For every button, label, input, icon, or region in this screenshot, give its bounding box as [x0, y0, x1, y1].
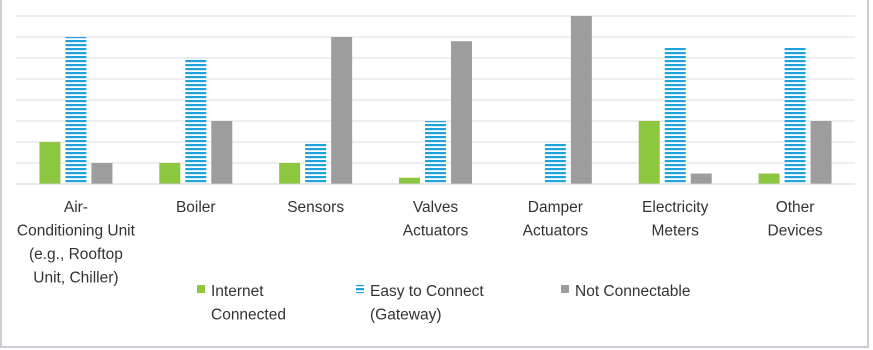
bar: [570, 16, 592, 184]
bar: [305, 142, 327, 184]
bar: [664, 47, 686, 184]
legend-label: Not Connectable: [575, 283, 690, 300]
legend-item: Easy to Connect (Gateway): [356, 283, 484, 324]
bar: [451, 41, 472, 185]
legend-swatch: [356, 285, 364, 293]
legend-item: Not Connectable: [561, 283, 690, 300]
gridlines: [16, 15, 855, 164]
bar: [331, 37, 353, 184]
bar: [638, 121, 660, 184]
bar: [810, 121, 832, 184]
legend-label: Easy to Connect (Gateway): [370, 283, 484, 324]
bar: [399, 177, 420, 184]
legend: Internet Connected Easy to Connect (Gateway…: [197, 283, 690, 324]
bar: [279, 163, 301, 184]
x-tick-label: Sensors: [287, 199, 344, 216]
bar: [211, 121, 233, 184]
x-tick-label: Valves Actuators: [403, 199, 469, 240]
bar: [758, 173, 780, 184]
bars: [39, 16, 832, 185]
bar: [159, 163, 181, 184]
bar: [784, 47, 806, 184]
bar: [544, 142, 566, 184]
bar: [690, 173, 712, 184]
bar: [65, 37, 87, 184]
legend-item: Internet Connected: [197, 283, 286, 324]
x-tick-label: Damper Actuators: [523, 199, 589, 240]
bar: [91, 163, 113, 184]
bar: [425, 121, 446, 184]
bar: [39, 142, 61, 184]
x-tick-label: Air-Conditioning Unit (e.g., Rooftop Unit,…: [17, 199, 136, 287]
x-tick-labels: Air-Conditioning Unit (e.g., Rooftop Unit,…: [17, 199, 823, 287]
x-tick-label: Boiler: [176, 199, 216, 216]
legend-swatch: [561, 285, 569, 293]
legend-label: Internet Connected: [211, 283, 286, 324]
x-tick-label: Electricity Meters: [642, 199, 709, 240]
legend-swatch: [197, 285, 205, 293]
bar: [185, 58, 207, 184]
x-tick-label: Other Devices: [768, 199, 823, 240]
